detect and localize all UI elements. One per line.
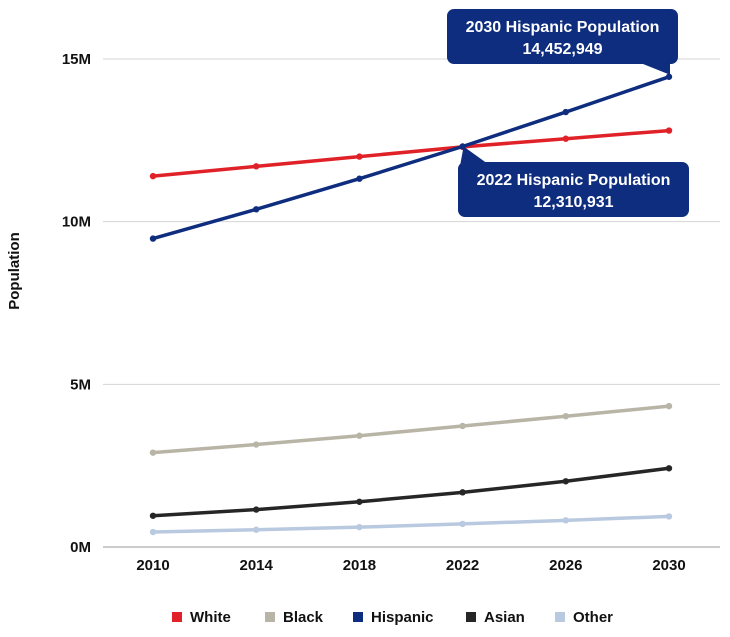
callout-2030: 2030 Hispanic Population 14,452,949 — [447, 9, 678, 75]
callout-title: 2022 Hispanic Population — [477, 172, 671, 189]
legend-item-white: White — [172, 609, 231, 626]
series-lines — [149, 73, 673, 536]
white-point — [149, 172, 157, 180]
x-tick-label: 2026 — [549, 557, 582, 574]
asian-line — [151, 466, 671, 518]
black-point — [459, 422, 466, 430]
legend-swatch — [555, 612, 565, 622]
black-point — [356, 432, 363, 439]
legend-label: Other — [573, 609, 613, 626]
legend-swatch — [172, 612, 182, 622]
legend-label: White — [190, 609, 231, 626]
x-tick-label: 2022 — [446, 557, 479, 574]
legend-label: Asian — [484, 609, 525, 626]
asian-point — [149, 512, 157, 519]
legend-item-hispanic: Hispanic — [353, 609, 434, 626]
hispanic-point — [562, 108, 569, 116]
black-point — [562, 413, 569, 420]
black-point — [149, 449, 157, 456]
legend-item-black: Black — [265, 609, 324, 626]
annotation-callouts: 2030 Hispanic Population 14,452,949 2022 H… — [447, 9, 689, 217]
other-line — [151, 514, 671, 534]
other-point — [562, 517, 569, 524]
callout-box — [458, 162, 689, 217]
x-tick-label: 2014 — [240, 557, 274, 574]
series-hispanic — [149, 73, 673, 242]
y-tick-label: 10M — [62, 214, 91, 231]
black-point — [665, 402, 673, 410]
other-point — [459, 520, 466, 528]
series-asian — [149, 465, 673, 519]
callout-value: 14,452,949 — [522, 41, 602, 58]
white-point — [562, 135, 569, 142]
y-axis-label: Population — [6, 232, 23, 310]
black-point — [253, 441, 260, 448]
white-line — [151, 128, 671, 178]
legend-swatch — [353, 612, 363, 622]
hispanic-point — [149, 235, 157, 242]
callout-title: 2030 Hispanic Population — [466, 19, 660, 36]
callout-pointer — [460, 146, 488, 166]
legend: White Black Hispanic Asian Other — [172, 609, 613, 626]
asian-point — [459, 489, 466, 496]
callout-box — [447, 9, 678, 64]
white-point — [665, 127, 673, 134]
series-black — [149, 402, 673, 456]
legend-item-other: Other — [555, 609, 613, 626]
asian-point — [562, 478, 569, 485]
hispanic-point — [356, 175, 363, 182]
y-axis-ticks: 0M 5M 10M 15M — [62, 51, 91, 556]
x-tick-label: 2010 — [136, 557, 169, 574]
series-other — [149, 513, 673, 536]
white-point — [253, 163, 260, 170]
hispanic-line — [151, 75, 671, 241]
asian-point — [665, 465, 673, 472]
x-tick-label: 2030 — [652, 557, 685, 574]
other-point — [253, 526, 260, 533]
legend-item-asian: Asian — [466, 609, 525, 626]
other-point — [356, 523, 363, 531]
y-tick-label: 0M — [70, 539, 91, 556]
other-point — [149, 528, 157, 536]
white-point — [356, 153, 363, 160]
callout-value: 12,310,931 — [533, 194, 613, 211]
other-point — [665, 513, 673, 520]
asian-point — [253, 506, 260, 513]
y-tick-label: 15M — [62, 51, 91, 68]
callout-2022: 2022 Hispanic Population 12,310,931 — [458, 146, 689, 217]
legend-label: Black — [283, 609, 324, 626]
x-axis-ticks: 2010 2014 2018 2022 2026 2030 — [136, 557, 685, 574]
legend-swatch — [466, 612, 476, 622]
asian-point — [356, 498, 363, 505]
callout-pointer — [638, 62, 670, 75]
y-tick-label: 5M — [70, 376, 91, 393]
legend-label: Hispanic — [371, 609, 434, 626]
hispanic-point — [665, 73, 673, 80]
black-line — [151, 404, 671, 455]
legend-swatch — [265, 612, 275, 622]
hispanic-point — [253, 206, 260, 213]
x-tick-label: 2018 — [343, 557, 376, 574]
